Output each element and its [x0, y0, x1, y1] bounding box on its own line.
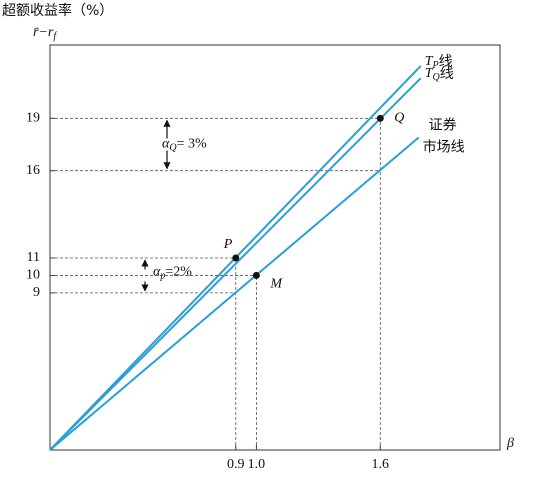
- y-symbol-base: r̄−r: [33, 25, 54, 40]
- annotation-text: =2%: [165, 265, 192, 280]
- annotation-sub: p: [159, 271, 165, 282]
- plot-frame: [49, 44, 501, 451]
- y-symbol-sub: f: [53, 31, 57, 42]
- annotation-symbol: α: [153, 265, 161, 280]
- y-tick-label: 19: [26, 111, 40, 126]
- annotation-symbol: α: [162, 137, 170, 152]
- annotation-label: αp=2%: [153, 265, 192, 282]
- annotation-sub: Q: [169, 143, 177, 154]
- point-label: Q: [394, 111, 404, 126]
- point: [232, 254, 240, 262]
- series-label: 证券: [429, 118, 457, 134]
- point-label: P: [223, 237, 233, 252]
- x-tick-label: 1.6: [372, 457, 390, 472]
- point: [376, 114, 384, 122]
- y-axis-label: 超额收益率（%）: [2, 2, 113, 19]
- x-tick-label: 1.0: [248, 457, 266, 472]
- point: [252, 271, 260, 279]
- series-label: TQ线: [425, 66, 454, 83]
- series-label: 市场线: [423, 139, 465, 156]
- x-axis-label: β: [506, 436, 514, 451]
- series-label-suffix: 线: [439, 54, 453, 70]
- y-tick-label: 11: [27, 250, 40, 265]
- point-label: M: [269, 277, 283, 292]
- series-label-sub: P: [432, 60, 439, 71]
- series-label-suffix: 线: [440, 66, 454, 82]
- annotation-text: = 3%: [177, 137, 207, 152]
- series-line: [49, 77, 422, 451]
- y-axis-symbol: r̄−rf: [33, 25, 57, 42]
- series-label-sub: Q: [433, 72, 441, 83]
- y-tick-label: 10: [26, 268, 40, 283]
- series-label-base: T: [425, 66, 434, 81]
- y-tick-label: 16: [26, 163, 40, 178]
- series-line: [49, 136, 420, 451]
- series-label-base: T: [425, 54, 434, 69]
- series-label: TP线: [425, 54, 453, 71]
- x-tick-label: 0.9: [227, 457, 245, 472]
- y-tick-label: 9: [33, 285, 40, 300]
- annotation-label: αQ= 3%: [162, 137, 207, 154]
